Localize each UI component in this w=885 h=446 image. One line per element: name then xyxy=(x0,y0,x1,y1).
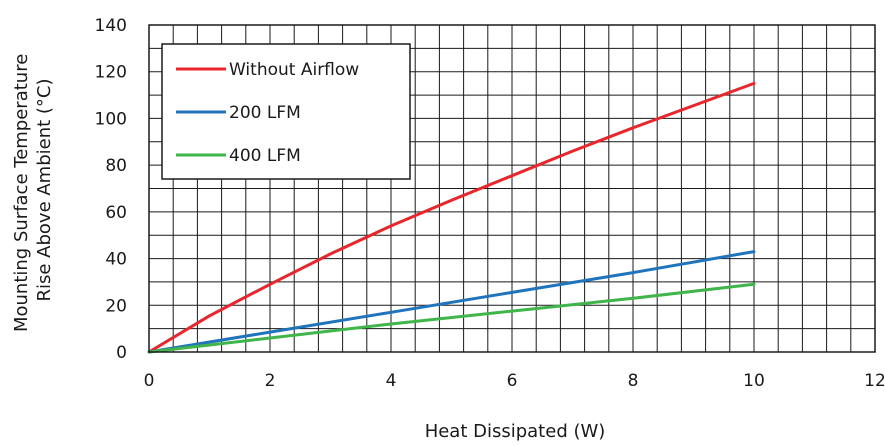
legend-label-0: Without Airflow xyxy=(229,60,359,80)
series-lines xyxy=(147,81,756,354)
y-axis-title-line2: Rise Above Ambient (°C) xyxy=(34,78,55,301)
legend-label-2: 400 LFM xyxy=(229,146,301,166)
y-tick-label: 60 xyxy=(105,203,127,223)
series-line-1 xyxy=(147,250,756,354)
x-tick-label: 4 xyxy=(386,371,397,391)
y-tick-label: 0 xyxy=(116,343,127,363)
y-axis-title-line1: Mounting Surface Temperature xyxy=(11,54,32,332)
y-tick-label: 40 xyxy=(105,250,127,270)
y-axis-title: Mounting Surface Temperature Rise Above … xyxy=(11,48,55,332)
y-tick-label: 80 xyxy=(105,156,127,176)
x-tick-label: 10 xyxy=(743,371,765,391)
y-tick-label: 140 xyxy=(95,16,127,36)
series-line-0 xyxy=(147,81,756,354)
legend-items: Without Airflow 200 LFM 400 LFM xyxy=(176,60,359,166)
x-tick-label: 8 xyxy=(628,371,639,391)
x-tick-label: 2 xyxy=(265,371,276,391)
x-axis-title: Heat Dissipated (W) xyxy=(425,421,606,442)
y-tick-label: 120 xyxy=(95,63,127,83)
plot-frame xyxy=(148,24,876,353)
y-tick-label: 100 xyxy=(95,109,127,129)
x-tick-label: 6 xyxy=(507,371,518,391)
x-tick-label: 12 xyxy=(864,371,885,391)
x-tick-label: 0 xyxy=(144,371,155,391)
legend-label-1: 200 LFM xyxy=(229,103,301,123)
y-tick-label: 20 xyxy=(105,296,127,316)
series-line-2 xyxy=(147,282,756,354)
legend: Without Airflow 200 LFM 400 LFM xyxy=(161,43,411,180)
